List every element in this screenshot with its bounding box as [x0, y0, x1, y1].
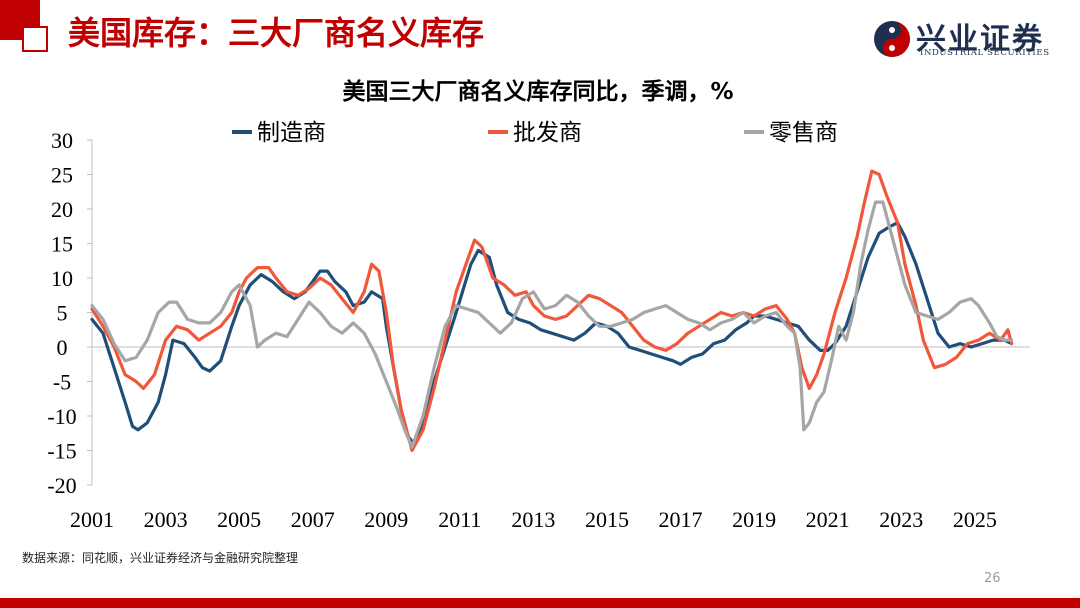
inventory-yoy-chart: 美国三大厂商名义库存同比，季调，% 制造商 批发商 零售商 302520151050…: [47, 78, 1030, 532]
chart-axes: [91, 140, 1030, 485]
page-number: 26: [984, 571, 1001, 586]
x-tick-label: 2017: [659, 507, 703, 532]
y-tick-label: 0: [57, 335, 68, 360]
data-source-note: 数据来源：同花顺，兴业证券经济与金融研究院整理: [22, 551, 299, 565]
y-tick-label: 30: [51, 128, 73, 153]
chart-title: 美国三大厂商名义库存同比，季调，%: [342, 78, 733, 105]
x-tick-label: 2019: [732, 507, 776, 532]
legend-label-1: 制造商: [257, 120, 326, 146]
x-tick-label: 2011: [438, 507, 481, 532]
y-tick-label: -20: [47, 473, 76, 498]
legend-label-3: 零售商: [769, 120, 838, 146]
x-tick-label: 2005: [217, 507, 261, 532]
x-tick-label: 2025: [953, 507, 997, 532]
slide-title: 美国库存：三大厂商名义库存: [68, 14, 485, 52]
y-tick-label: 25: [51, 163, 73, 188]
y-tick-label: 5: [57, 301, 68, 326]
logo-english: INDUSTRIAL SECURITIES: [920, 48, 1050, 58]
x-tick-label: 2023: [879, 507, 923, 532]
y-tick-label: 15: [51, 232, 73, 257]
chart-series: [90, 169, 1014, 453]
company-logo: 兴业证券 INDUSTRIAL SECURITIES: [872, 14, 1062, 64]
bottom-accent-bar: [0, 598, 1080, 608]
y-tick-label: 20: [51, 197, 73, 222]
x-tick-label: 2013: [511, 507, 555, 532]
y-tick-label: 10: [51, 266, 73, 291]
series-line-1: [90, 221, 1014, 446]
title-corner-box: [22, 26, 48, 52]
series-line-2: [90, 169, 1014, 453]
logo-name: 兴业证券: [916, 22, 1044, 57]
y-tick-label: -5: [53, 370, 71, 395]
logo-emblem-icon: [874, 21, 910, 57]
x-tick-label: 2021: [806, 507, 850, 532]
x-tick-label: 2009: [364, 507, 408, 532]
y-axis-ticks: 30 25 20 15 10 5 0 -5 -10 -15 -20: [47, 128, 92, 498]
y-tick-label: -10: [47, 404, 76, 429]
x-tick-label: 2015: [585, 507, 629, 532]
chart-legend: 制造商 批发商 零售商: [232, 120, 838, 146]
legend-label-2: 批发商: [513, 120, 582, 146]
x-tick-label: 2007: [291, 507, 335, 532]
x-axis-ticks: 2001 2003 2005 2007 2009 2011 2013 2015 2017 2019…: [70, 507, 997, 532]
x-tick-label: 2003: [144, 507, 188, 532]
y-tick-label: -15: [47, 439, 76, 464]
x-tick-label: 2001: [70, 507, 114, 532]
series-line-3: [90, 200, 1014, 449]
